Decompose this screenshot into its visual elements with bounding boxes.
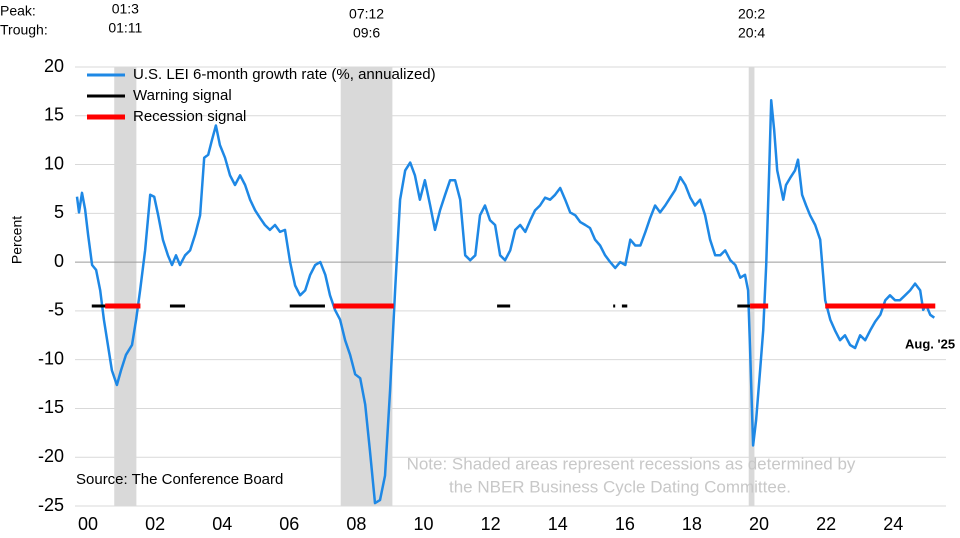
recession-layer bbox=[114, 67, 755, 506]
y-tick-label: -5 bbox=[48, 300, 64, 320]
x-tick-label: 00 bbox=[78, 514, 98, 534]
y-tick-label: 10 bbox=[44, 153, 64, 173]
y-tick-label: 20 bbox=[44, 56, 64, 76]
peak-date: 20:2 bbox=[738, 6, 765, 22]
trough-date: 20:4 bbox=[738, 25, 765, 41]
legend: U.S. LEI 6-month growth rate (%, annuali… bbox=[87, 66, 436, 125]
legend-label: Warning signal bbox=[133, 87, 232, 104]
plot-layer bbox=[75, 98, 936, 505]
peak-date: 07:12 bbox=[349, 6, 384, 22]
y-axis-label: Percent bbox=[9, 216, 25, 264]
y-tick-label: 15 bbox=[44, 105, 64, 125]
note: the NBER Business Cycle Dating Committee… bbox=[449, 477, 791, 496]
x-tick-label: 04 bbox=[212, 514, 232, 534]
x-tick-label: 10 bbox=[414, 514, 434, 534]
trough-date: 01:11 bbox=[108, 20, 142, 36]
lei-line bbox=[75, 98, 936, 505]
x-tick-label: 02 bbox=[145, 514, 165, 534]
last-label: Aug. '25 bbox=[905, 336, 955, 351]
trough-date: 09:6 bbox=[353, 25, 380, 41]
grid-layer bbox=[75, 66, 946, 507]
x-tick-label: 16 bbox=[615, 514, 635, 534]
y-tick-label: -20 bbox=[38, 446, 64, 466]
peak-date: 01:3 bbox=[112, 1, 139, 17]
y-tick-label: -25 bbox=[38, 495, 64, 515]
x-tick-label: 14 bbox=[548, 514, 568, 534]
recession-band bbox=[748, 67, 755, 506]
note: Note: Shaded areas represent recessions … bbox=[407, 454, 856, 473]
source: Source: The Conference Board bbox=[76, 471, 283, 488]
peak-label: Peak: bbox=[0, 3, 36, 19]
x-tick-label: 12 bbox=[481, 514, 501, 534]
recession-band bbox=[340, 67, 393, 506]
x-tick-label: 08 bbox=[346, 514, 366, 534]
x-tick-label: 20 bbox=[749, 514, 769, 534]
x-tick-label: 06 bbox=[279, 514, 299, 534]
x-tick-label: 22 bbox=[816, 514, 836, 534]
x-tick-label: 24 bbox=[883, 514, 903, 534]
x-tick-label: 18 bbox=[682, 514, 702, 534]
y-tick-label: -10 bbox=[38, 348, 64, 368]
recession-band bbox=[114, 67, 137, 506]
y-tick-label: 5 bbox=[54, 202, 64, 222]
legend-label: Recession signal bbox=[133, 108, 246, 125]
y-tick-label: -15 bbox=[38, 397, 64, 417]
trough-label: Trough: bbox=[0, 22, 48, 38]
y-tick-label: 0 bbox=[54, 251, 64, 271]
legend-label: U.S. LEI 6-month growth rate (%, annuali… bbox=[133, 66, 436, 83]
